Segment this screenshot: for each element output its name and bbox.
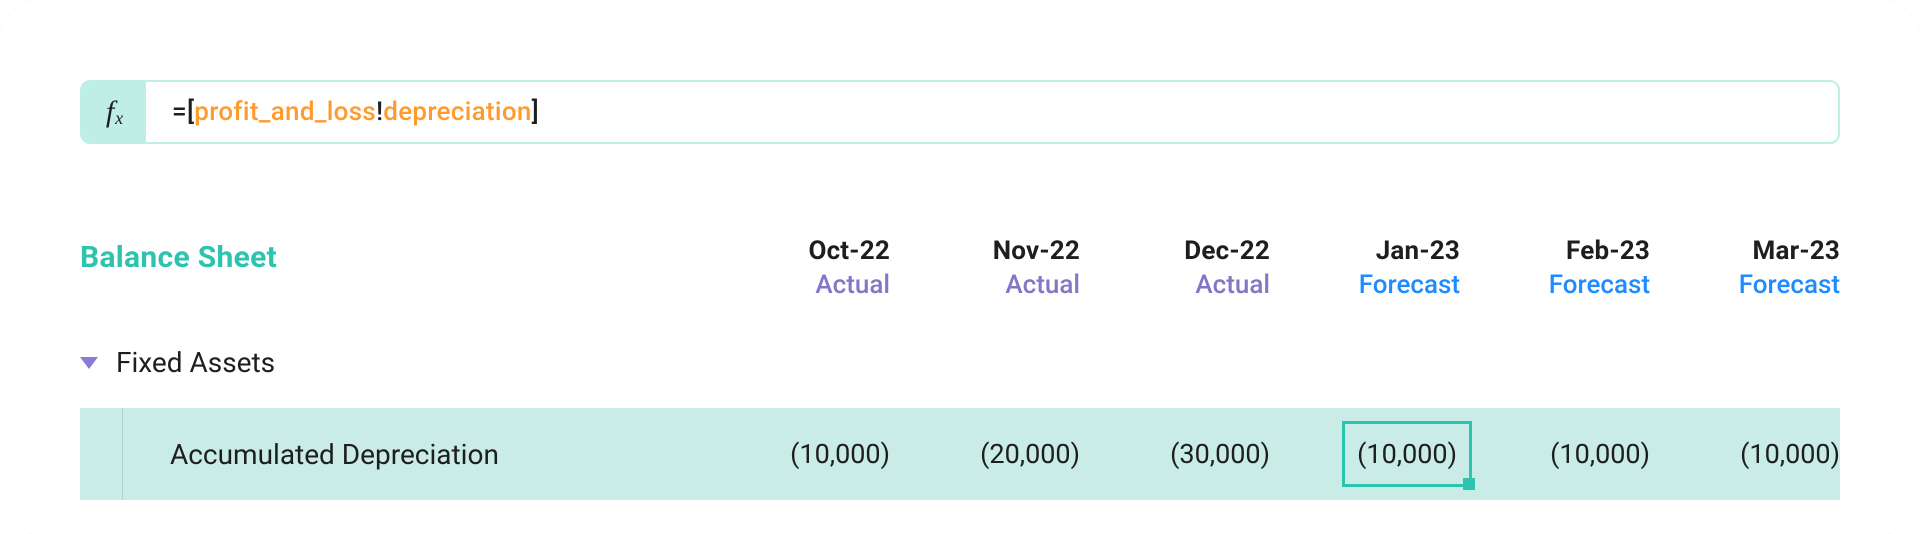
formula-input[interactable]: = [ profit_and_loss ! depreciation ] bbox=[146, 82, 1838, 142]
column-kind: Actual bbox=[1080, 270, 1270, 300]
data-cell[interactable]: (10,000) bbox=[1460, 408, 1650, 500]
cell-value: (30,000) bbox=[1170, 438, 1270, 470]
formula-eq: = bbox=[172, 97, 187, 127]
data-cell[interactable]: (30,000) bbox=[1080, 408, 1270, 500]
formula-lbracket: [ bbox=[187, 97, 194, 127]
cell-value: (10,000) bbox=[1740, 438, 1840, 470]
app-card: fx = [ profit_and_loss ! depreciation ] … bbox=[0, 0, 1920, 534]
row-guide bbox=[122, 408, 123, 500]
cell-value: (20,000) bbox=[980, 438, 1080, 470]
data-cell[interactable]: (10,000) bbox=[700, 408, 890, 500]
column-period: Mar-23 bbox=[1650, 236, 1840, 266]
row-label: Accumulated Depreciation bbox=[170, 438, 499, 471]
column-period: Dec-22 bbox=[1080, 236, 1270, 266]
formula-rbracket: ] bbox=[532, 97, 539, 127]
data-cell[interactable]: (10,000) bbox=[1270, 408, 1460, 500]
caret-down-icon bbox=[80, 357, 98, 369]
data-cell[interactable]: (10,000) bbox=[1650, 408, 1840, 500]
fx-icon: fx bbox=[82, 82, 146, 142]
column-kind: Actual bbox=[890, 270, 1080, 300]
column-period: Oct-22 bbox=[700, 236, 890, 266]
column-header: Dec-22 Actual bbox=[1080, 236, 1270, 300]
column-kind: Forecast bbox=[1460, 270, 1650, 300]
formula-bang: ! bbox=[376, 97, 383, 127]
column-headers: Oct-22ActualNov-22ActualDec-22ActualJan-… bbox=[700, 236, 1840, 300]
column-header: Mar-23 Forecast bbox=[1650, 236, 1840, 300]
column-header: Feb-23 Forecast bbox=[1460, 236, 1650, 300]
cell-value: (10,000) bbox=[1342, 421, 1472, 487]
data-cell[interactable]: (20,000) bbox=[890, 408, 1080, 500]
column-kind: Forecast bbox=[1270, 270, 1460, 300]
column-kind: Actual bbox=[700, 270, 890, 300]
column-period: Jan-23 bbox=[1270, 236, 1460, 266]
column-header: Oct-22 Actual bbox=[700, 236, 890, 300]
section-row-fixed-assets[interactable]: Fixed Assets bbox=[80, 346, 275, 379]
section-label: Fixed Assets bbox=[116, 346, 275, 379]
column-kind: Forecast bbox=[1650, 270, 1840, 300]
formula-bar[interactable]: fx = [ profit_and_loss ! depreciation ] bbox=[80, 80, 1840, 144]
page-title: Balance Sheet bbox=[80, 240, 277, 275]
column-period: Nov-22 bbox=[890, 236, 1080, 266]
formula-ref-field: depreciation bbox=[383, 97, 531, 127]
cell-value: (10,000) bbox=[790, 438, 890, 470]
table-row: Accumulated Depreciation (10,000) (20,000… bbox=[80, 408, 1840, 500]
formula-ref-sheet: profit_and_loss bbox=[194, 97, 376, 127]
column-header: Nov-22 Actual bbox=[890, 236, 1080, 300]
column-header: Jan-23 Forecast bbox=[1270, 236, 1460, 300]
cell-value: (10,000) bbox=[1550, 438, 1650, 470]
column-period: Feb-23 bbox=[1460, 236, 1650, 266]
row-values: (10,000)(20,000)(30,000)(10,000)(10,000)… bbox=[700, 408, 1840, 500]
